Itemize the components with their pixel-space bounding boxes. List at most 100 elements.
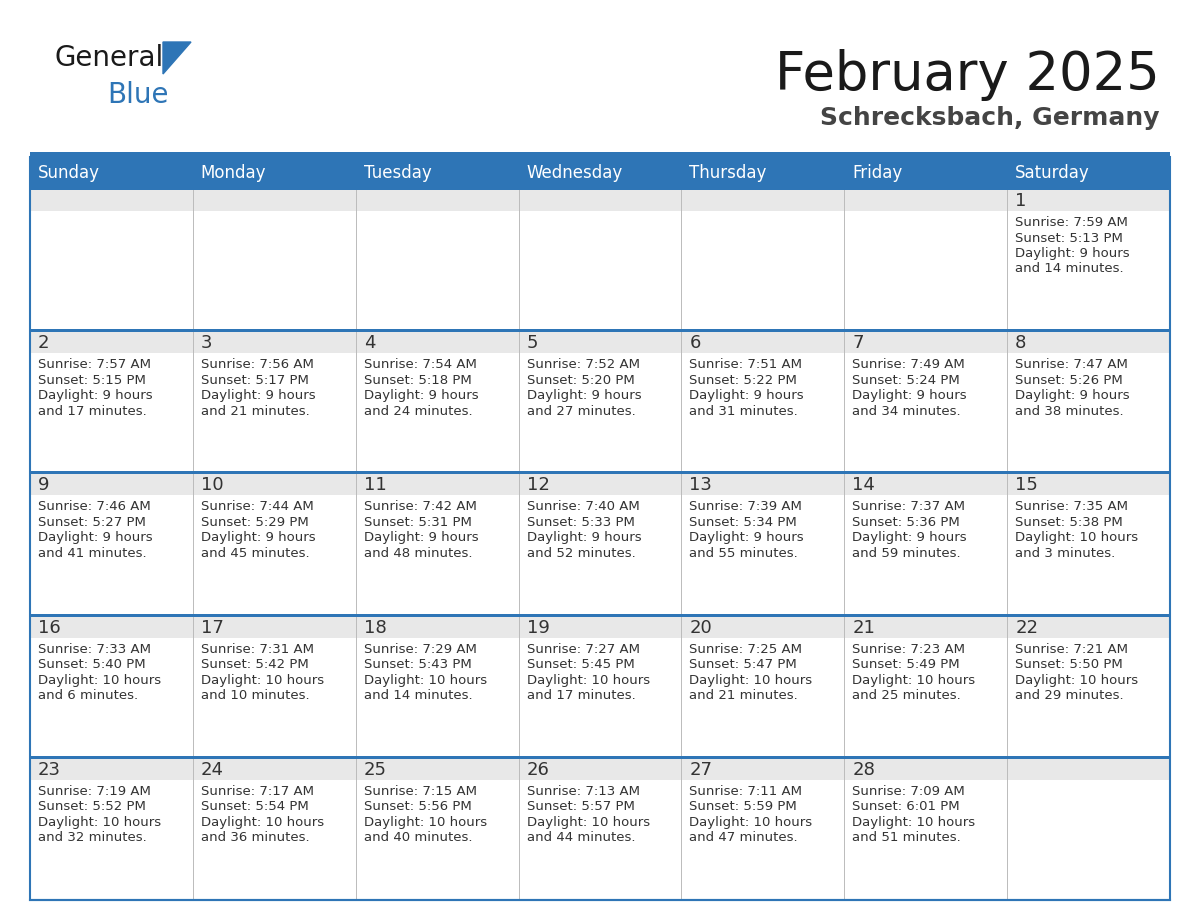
Text: and 34 minutes.: and 34 minutes.: [852, 405, 961, 418]
Text: and 36 minutes.: and 36 minutes.: [201, 832, 310, 845]
Text: Sunrise: 7:23 AM: Sunrise: 7:23 AM: [852, 643, 966, 655]
Bar: [682, 211, 845, 331]
Bar: [30, 474, 192, 496]
Bar: [519, 189, 682, 211]
Text: General: General: [55, 44, 164, 72]
Text: and 47 minutes.: and 47 minutes.: [689, 832, 798, 845]
Text: and 51 minutes.: and 51 minutes.: [852, 832, 961, 845]
Text: Tuesday: Tuesday: [364, 164, 431, 182]
Text: and 24 minutes.: and 24 minutes.: [364, 405, 473, 418]
Text: Sunrise: 7:19 AM: Sunrise: 7:19 AM: [38, 785, 151, 798]
Text: Thursday: Thursday: [689, 164, 766, 182]
Text: 28: 28: [852, 761, 876, 778]
Bar: [355, 779, 519, 900]
Bar: [682, 331, 845, 353]
Text: Daylight: 10 hours: Daylight: 10 hours: [689, 674, 813, 687]
Text: Sunrise: 7:37 AM: Sunrise: 7:37 AM: [852, 500, 966, 513]
Bar: [682, 757, 845, 779]
Bar: [355, 496, 519, 616]
Text: and 48 minutes.: and 48 minutes.: [364, 547, 472, 560]
Bar: [519, 331, 682, 353]
Text: Daylight: 10 hours: Daylight: 10 hours: [38, 674, 162, 687]
Text: Daylight: 9 hours: Daylight: 9 hours: [689, 532, 804, 544]
Text: 5: 5: [526, 334, 538, 353]
Text: Daylight: 9 hours: Daylight: 9 hours: [364, 532, 479, 544]
Text: Daylight: 9 hours: Daylight: 9 hours: [201, 389, 316, 402]
Bar: [519, 616, 682, 638]
Text: Sunset: 5:17 PM: Sunset: 5:17 PM: [201, 374, 309, 386]
Text: and 29 minutes.: and 29 minutes.: [1015, 689, 1124, 702]
Text: Sunrise: 7:46 AM: Sunrise: 7:46 AM: [38, 500, 151, 513]
Bar: [355, 616, 519, 638]
Bar: [355, 474, 519, 496]
Bar: [1007, 757, 1170, 779]
Text: Sunset: 5:40 PM: Sunset: 5:40 PM: [38, 658, 146, 671]
Bar: [682, 353, 845, 474]
Bar: [30, 330, 1170, 332]
Text: and 14 minutes.: and 14 minutes.: [1015, 263, 1124, 275]
Text: Sunset: 5:52 PM: Sunset: 5:52 PM: [38, 800, 146, 813]
Bar: [845, 496, 1007, 616]
Text: Sunrise: 7:25 AM: Sunrise: 7:25 AM: [689, 643, 802, 655]
Bar: [355, 189, 519, 211]
Bar: [30, 331, 192, 353]
Text: and 45 minutes.: and 45 minutes.: [201, 547, 310, 560]
Bar: [192, 331, 355, 353]
Text: Sunrise: 7:39 AM: Sunrise: 7:39 AM: [689, 500, 802, 513]
Text: Sunset: 5:54 PM: Sunset: 5:54 PM: [201, 800, 309, 813]
Bar: [30, 616, 192, 638]
Bar: [30, 157, 1170, 900]
Bar: [355, 331, 519, 353]
Bar: [845, 474, 1007, 496]
Text: and 44 minutes.: and 44 minutes.: [526, 832, 636, 845]
Bar: [192, 474, 355, 496]
Bar: [519, 211, 682, 331]
Text: Daylight: 10 hours: Daylight: 10 hours: [364, 816, 487, 829]
Text: Schrecksbach, Germany: Schrecksbach, Germany: [821, 106, 1159, 130]
Bar: [1007, 353, 1170, 474]
Bar: [1007, 331, 1170, 353]
Text: Sunset: 5:20 PM: Sunset: 5:20 PM: [526, 374, 634, 386]
Bar: [845, 638, 1007, 757]
Text: 23: 23: [38, 761, 61, 778]
Text: Sunrise: 7:57 AM: Sunrise: 7:57 AM: [38, 358, 151, 371]
Text: Sunrise: 7:59 AM: Sunrise: 7:59 AM: [1015, 216, 1129, 229]
Text: Sunrise: 7:21 AM: Sunrise: 7:21 AM: [1015, 643, 1129, 655]
Bar: [355, 157, 519, 189]
Text: Sunset: 5:18 PM: Sunset: 5:18 PM: [364, 374, 472, 386]
Text: Daylight: 10 hours: Daylight: 10 hours: [364, 674, 487, 687]
Bar: [30, 613, 1170, 617]
Text: Daylight: 9 hours: Daylight: 9 hours: [201, 532, 316, 544]
Text: Daylight: 9 hours: Daylight: 9 hours: [689, 389, 804, 402]
Text: 9: 9: [38, 476, 50, 495]
Bar: [682, 474, 845, 496]
Text: Sunrise: 7:49 AM: Sunrise: 7:49 AM: [852, 358, 965, 371]
Bar: [1007, 616, 1170, 638]
Text: Sunrise: 7:42 AM: Sunrise: 7:42 AM: [364, 500, 476, 513]
Text: Sunrise: 7:27 AM: Sunrise: 7:27 AM: [526, 643, 639, 655]
Text: Sunset: 5:43 PM: Sunset: 5:43 PM: [364, 658, 472, 671]
Text: and 6 minutes.: and 6 minutes.: [38, 689, 138, 702]
Text: Sunset: 5:56 PM: Sunset: 5:56 PM: [364, 800, 472, 813]
Bar: [845, 353, 1007, 474]
Text: Sunset: 5:15 PM: Sunset: 5:15 PM: [38, 374, 146, 386]
Text: Daylight: 9 hours: Daylight: 9 hours: [38, 532, 152, 544]
Bar: [1007, 779, 1170, 900]
Text: 1: 1: [1015, 192, 1026, 210]
Text: 19: 19: [526, 619, 549, 636]
Text: Daylight: 10 hours: Daylight: 10 hours: [201, 674, 324, 687]
Text: and 3 minutes.: and 3 minutes.: [1015, 547, 1116, 560]
Text: 10: 10: [201, 476, 223, 495]
Text: 3: 3: [201, 334, 213, 353]
Text: 2: 2: [38, 334, 50, 353]
Text: Sunset: 5:33 PM: Sunset: 5:33 PM: [526, 516, 634, 529]
Text: 22: 22: [1015, 619, 1038, 636]
Text: and 14 minutes.: and 14 minutes.: [364, 689, 473, 702]
Text: 16: 16: [38, 619, 61, 636]
Bar: [30, 757, 192, 779]
Text: Daylight: 9 hours: Daylight: 9 hours: [364, 389, 479, 402]
Bar: [682, 779, 845, 900]
Text: Sunset: 5:42 PM: Sunset: 5:42 PM: [201, 658, 309, 671]
Text: Sunrise: 7:40 AM: Sunrise: 7:40 AM: [526, 500, 639, 513]
Text: 11: 11: [364, 476, 386, 495]
